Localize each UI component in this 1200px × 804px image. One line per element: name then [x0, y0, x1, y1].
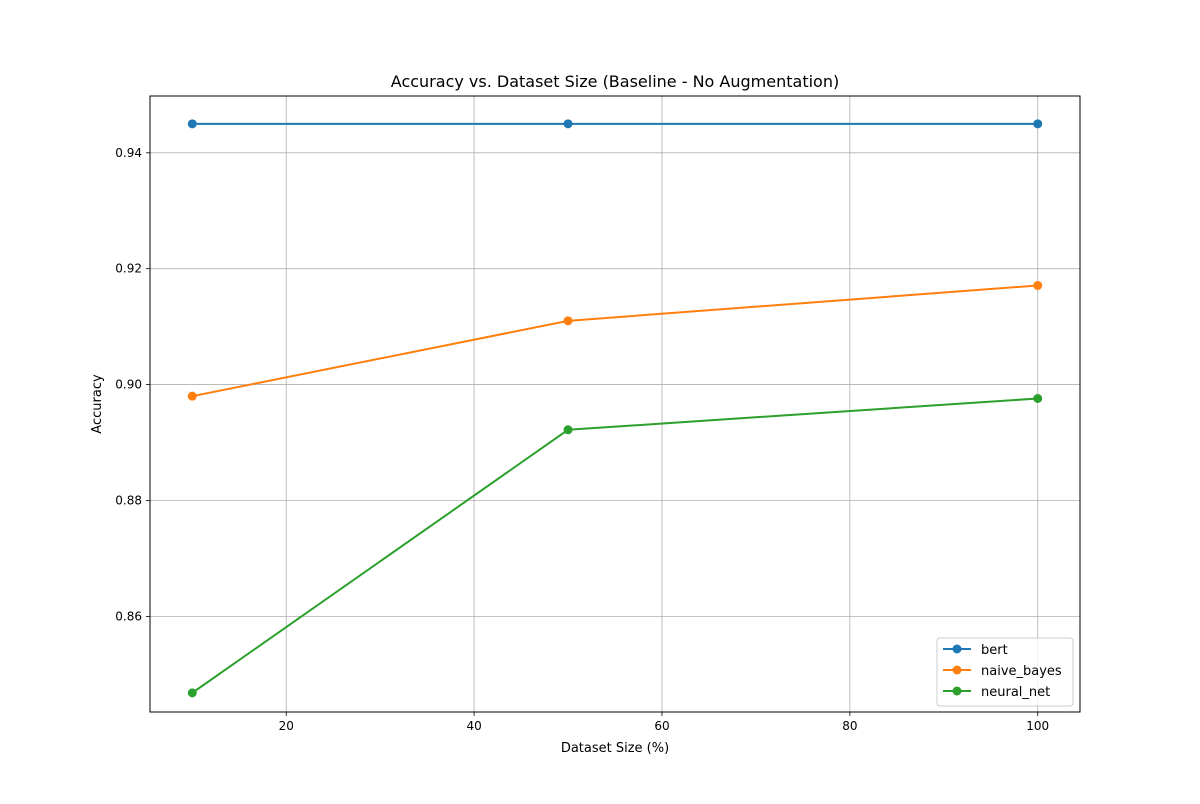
- legend-item-bert: bert: [943, 643, 1008, 658]
- legend-box: [936, 637, 1074, 707]
- data-point-neural_net: [1033, 393, 1043, 403]
- data-point-naive_bayes: [563, 316, 573, 326]
- x-axis-label: Dataset Size (%): [561, 741, 669, 756]
- data-series: [187, 119, 1043, 698]
- y-tick-label: 0.92: [115, 262, 142, 276]
- legend-label-naive_bayes: naive_bayes: [981, 664, 1062, 679]
- x-tick-label: 20: [279, 719, 294, 733]
- legend-item-naive_bayes: naive_bayes: [943, 664, 1062, 679]
- legend-item-neural_net: neural_net: [943, 685, 1050, 700]
- x-tick-label: 80: [842, 719, 857, 733]
- data-point-neural_net: [187, 688, 197, 698]
- y-tick-label: 0.88: [115, 493, 142, 507]
- data-point-bert: [187, 119, 197, 129]
- legend: bert naive_bayes neural_net: [936, 637, 1074, 707]
- data-point-bert: [563, 119, 573, 129]
- data-point-naive_bayes: [1033, 280, 1043, 290]
- legend-marker-bert: [952, 644, 962, 654]
- y-tick-label: 0.94: [115, 146, 142, 160]
- data-point-neural_net: [563, 425, 573, 435]
- legend-label-neural_net: neural_net: [981, 685, 1050, 700]
- data-point-naive_bayes: [187, 391, 197, 401]
- x-tick-label: 60: [654, 719, 669, 733]
- series-neural_net: [187, 393, 1043, 698]
- legend-label-bert: bert: [981, 643, 1008, 658]
- data-point-bert: [1033, 119, 1043, 129]
- x-tick-label: 100: [1026, 719, 1049, 733]
- y-axis-label: Accuracy: [90, 374, 105, 434]
- y-tick-label: 0.90: [115, 378, 142, 392]
- axis-ticks: 20 40 60 80 100 0.86 0.88 0.90 0.92 0.94: [115, 146, 1049, 733]
- series-naive_bayes: [187, 280, 1043, 401]
- legend-marker-naive_bayes: [952, 665, 962, 675]
- chart-title: Accuracy vs. Dataset Size (Baseline - No…: [391, 72, 839, 91]
- series-bert: [187, 119, 1043, 129]
- x-tick-label: 40: [466, 719, 481, 733]
- y-tick-label: 0.86: [115, 609, 142, 623]
- grid-lines: [150, 96, 1080, 712]
- legend-marker-neural_net: [952, 686, 962, 696]
- plot-area-frame: [149, 95, 1081, 713]
